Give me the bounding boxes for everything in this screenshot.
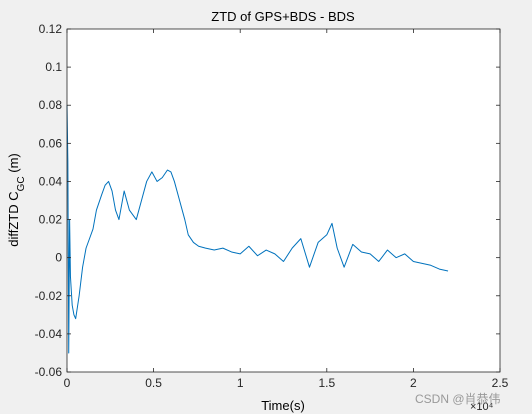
y-tick-label: -0.04 (35, 327, 63, 341)
y-axis-label-unit: (m) (6, 153, 21, 176)
y-tick-label: 0.12 (39, 22, 63, 36)
x-tick-label: 2.5 (492, 376, 509, 390)
y-tick-label: 0.08 (39, 98, 63, 112)
x-exponent-label: ×10⁴ (470, 401, 494, 413)
y-axis-label-sub-g: G (16, 183, 27, 191)
x-tick-label: 1.5 (318, 376, 335, 390)
y-axis-label: diffZTD CGC (m) (6, 153, 27, 247)
x-tick-label: 2 (410, 376, 417, 390)
y-axis-label-sub-c: C (16, 176, 27, 183)
y-tick-label: 0 (55, 251, 62, 265)
x-tick-label: 0 (64, 376, 71, 390)
chart-title: ZTD of GPS+BDS - BDS (211, 9, 355, 24)
x-tick-label: 0.5 (145, 376, 162, 390)
axes-box (66, 28, 501, 373)
y-tick-label: -0.02 (35, 289, 63, 303)
y-tick-label: -0.06 (35, 365, 63, 379)
y-tick-label: 0.06 (39, 136, 63, 150)
series-layer (66, 105, 449, 354)
y-tick-label: 0.1 (45, 60, 62, 74)
y-tick-label: 0.02 (39, 213, 63, 227)
x-axis-label: Time(s) (261, 398, 305, 413)
x-tick-label: 1 (237, 376, 244, 390)
y-tick-label: 0.04 (39, 174, 63, 188)
watermark: CSDN @肖恭伟 (415, 392, 501, 406)
series-line-0 (66, 105, 449, 354)
plot-area (67, 29, 500, 372)
y-axis-label-main: diffZTD C (6, 191, 21, 246)
